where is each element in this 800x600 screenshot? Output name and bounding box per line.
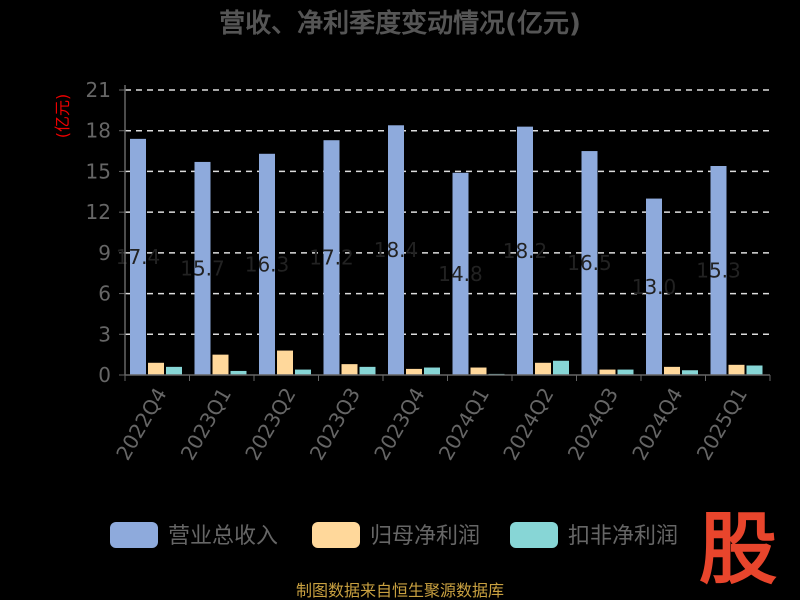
bar-revenue xyxy=(710,166,727,375)
grid xyxy=(125,89,770,336)
bar-net_profit xyxy=(599,369,616,375)
data-label-revenue: 16.3 xyxy=(245,252,290,276)
bar-deducted_profit xyxy=(295,369,311,375)
x-tick-label: 2022Q4 xyxy=(111,384,171,465)
x-tick-label: 2025Q1 xyxy=(692,384,752,465)
y-tick-label: 9 xyxy=(98,241,111,265)
bar-revenue xyxy=(581,151,598,375)
bar-deducted_profit xyxy=(746,365,763,375)
bar-revenue xyxy=(323,140,340,375)
legend-label-deducted_profit: 扣非净利润 xyxy=(568,524,678,549)
axes xyxy=(124,85,770,376)
legend-swatch-deducted_profit xyxy=(510,522,558,548)
legend: 营业总收入 归母净利润 扣非净利润 xyxy=(110,522,678,549)
bar-deducted_profit xyxy=(424,367,440,375)
x-tick-label: 2024Q3 xyxy=(563,384,623,465)
brand-logo: 股 xyxy=(699,505,777,595)
bars xyxy=(130,125,763,376)
bar-net_profit xyxy=(148,362,164,375)
data-label-revenue: 18.2 xyxy=(503,239,548,263)
y-ticks: 0 3 6 9 12 15 18 21 xyxy=(86,78,125,387)
bar-deducted_profit xyxy=(359,366,376,375)
data-label-revenue: 17.2 xyxy=(309,246,354,270)
bar-deducted_profit xyxy=(682,370,698,375)
x-tick-label: 2023Q4 xyxy=(369,384,429,465)
data-label-revenue: 13.0 xyxy=(632,275,677,299)
bar-revenue xyxy=(517,126,533,376)
legend-label-revenue: 营业总收入 xyxy=(168,524,278,549)
y-tick-label: 0 xyxy=(98,363,111,387)
y-tick-label: 3 xyxy=(98,322,111,346)
bar-revenue xyxy=(130,138,146,375)
y-axis-label: (亿元) xyxy=(53,94,72,139)
data-label-revenue: 15.7 xyxy=(180,256,225,280)
chart-title: 营收、净利季度变动情况(亿元) xyxy=(219,8,581,39)
source-note: 制图数据来自恒生聚源数据库 xyxy=(296,581,504,600)
bar-net_profit xyxy=(212,354,229,375)
legend-swatch-net_profit xyxy=(312,522,360,548)
bar-revenue xyxy=(646,198,662,375)
y-tick-label: 18 xyxy=(86,119,111,143)
bar-revenue xyxy=(259,153,275,375)
bar-net_profit xyxy=(406,368,422,375)
bar-net_profit xyxy=(470,367,487,375)
y-tick-label: 21 xyxy=(86,78,111,102)
x-tick-label: 2023Q1 xyxy=(176,384,236,465)
bar-deducted_profit xyxy=(553,360,569,375)
x-tick-label: 2023Q3 xyxy=(305,384,365,465)
bar-deducted_profit xyxy=(230,370,247,375)
bar-deducted_profit xyxy=(617,369,634,375)
x-ticks: 2022Q4 2023Q1 2023Q2 2023Q3 2023Q4 2024Q1 2024… xyxy=(111,375,771,465)
data-labels: 17.4 15.7 16.3 17.2 18.4 14.8 18.2 16.5 13.0 15.3 xyxy=(116,238,741,299)
x-tick-label: 2024Q4 xyxy=(627,384,687,465)
x-tick-label: 2023Q2 xyxy=(240,384,300,465)
bar-net_profit xyxy=(277,350,293,375)
y-tick-label: 6 xyxy=(98,282,111,306)
bar-deducted_profit xyxy=(166,366,182,375)
x-tick-label: 2024Q2 xyxy=(498,384,558,465)
bar-net_profit xyxy=(664,366,680,375)
y-tick-label: 12 xyxy=(86,200,111,224)
bar-revenue xyxy=(194,161,211,375)
bar-net_profit xyxy=(728,364,745,375)
legend-label-net_profit: 归母净利润 xyxy=(370,524,480,549)
bar-net_profit xyxy=(341,364,358,375)
data-label-revenue: 15.3 xyxy=(696,259,741,283)
x-tick-label: 2024Q1 xyxy=(434,384,494,465)
data-label-revenue: 18.4 xyxy=(374,238,419,262)
y-tick-label: 15 xyxy=(86,159,111,183)
data-label-revenue: 16.5 xyxy=(567,251,612,275)
bar-revenue xyxy=(388,125,404,376)
data-label-revenue: 17.4 xyxy=(116,245,161,269)
legend-swatch-revenue xyxy=(110,522,158,548)
bar-revenue xyxy=(452,172,469,375)
bar-net_profit xyxy=(535,362,551,375)
data-label-revenue: 14.8 xyxy=(438,262,483,286)
